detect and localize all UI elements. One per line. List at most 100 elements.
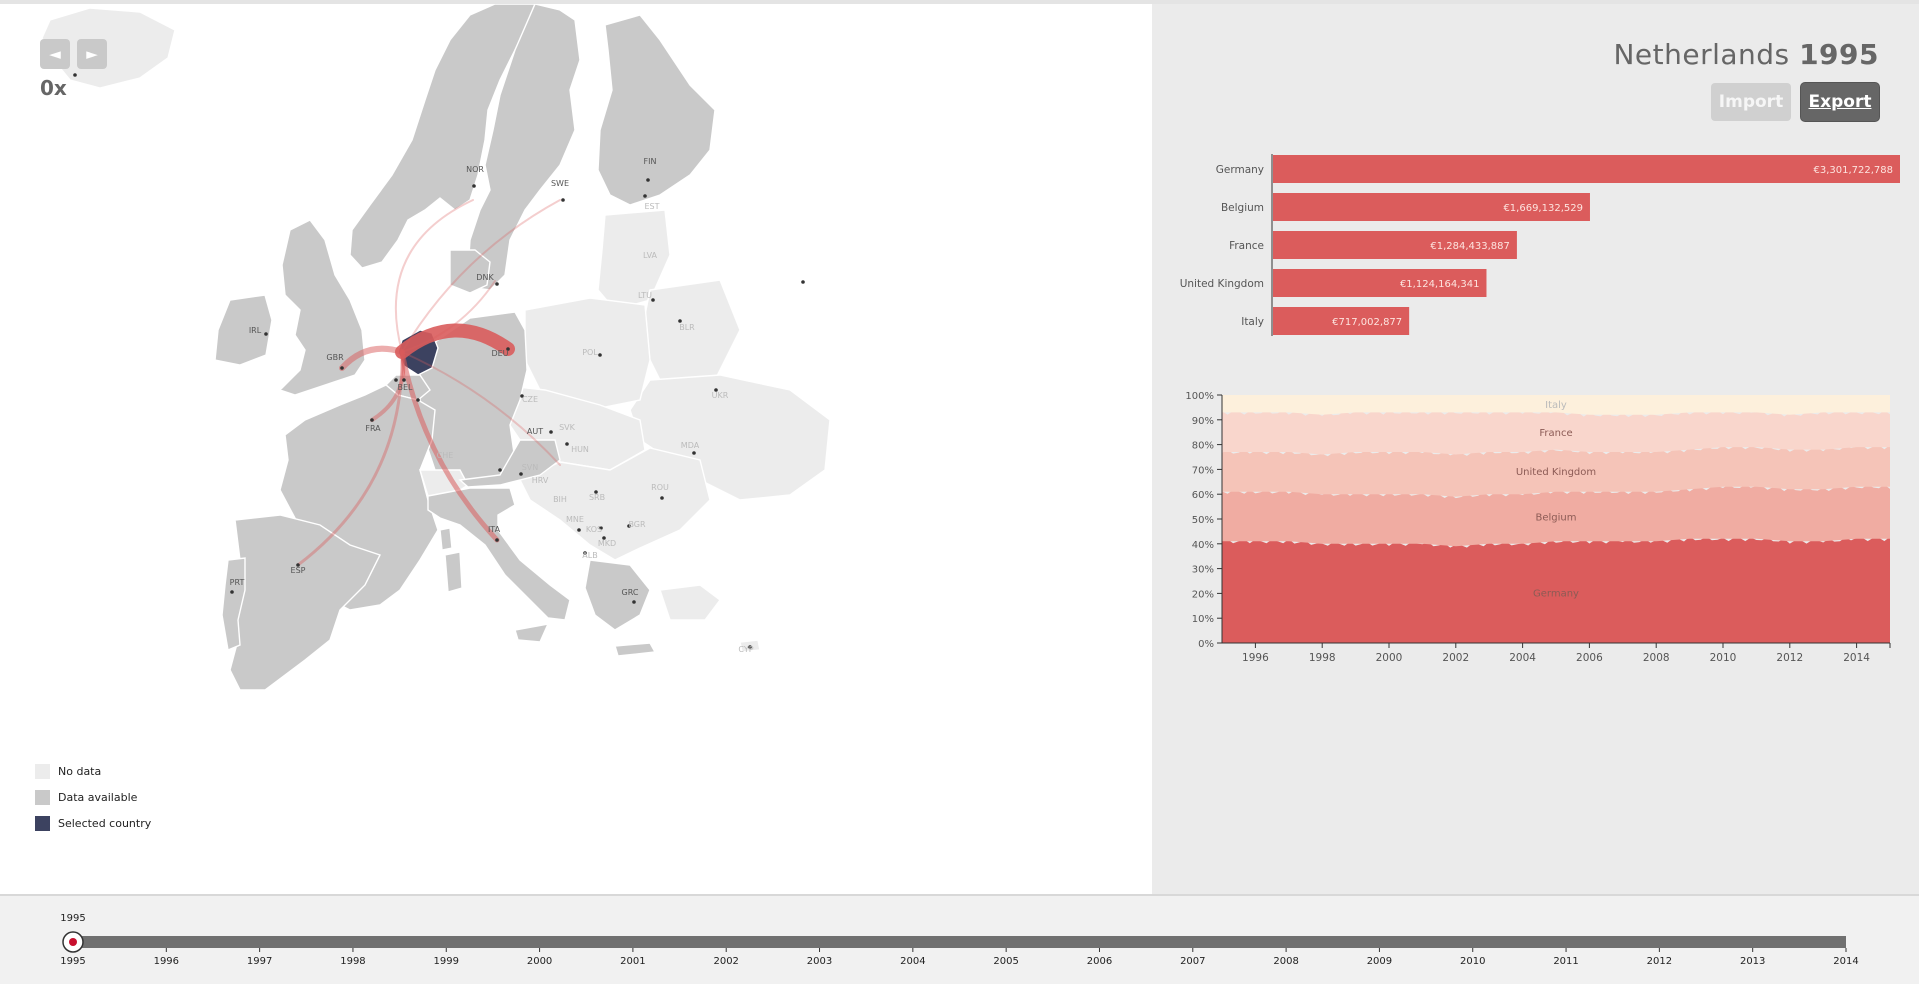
capital-dot-35 — [394, 378, 398, 382]
country-label: FRA — [365, 424, 381, 433]
flow-line-5 — [394, 199, 474, 353]
capital-dot-14 — [416, 398, 420, 402]
capital-dot-11 — [296, 563, 300, 567]
x-tick-label: 2012 — [1776, 652, 1803, 664]
timeline-year-label[interactable]: 2012 — [1647, 956, 1672, 967]
bar-category-label: United Kingdom — [1180, 278, 1264, 290]
bar-germany[interactable] — [1273, 155, 1900, 183]
country-label: CYP — [738, 645, 753, 654]
title-country: Netherlands — [1613, 38, 1790, 71]
country-labels: NOR SWE FIN DNK GBR IRL DEU BEL FRA AUT ITA ESP PRT G… — [73, 73, 805, 654]
x-tick-label: 2000 — [1376, 652, 1403, 664]
legend-label: No data — [58, 765, 102, 778]
bar-category-label: Italy — [1241, 316, 1264, 328]
timeline-year-label[interactable]: 2000 — [527, 956, 552, 967]
country-italy[interactable] — [427, 487, 571, 621]
timeline-handle-dot — [69, 938, 77, 946]
capital-dot-33 — [801, 280, 805, 284]
timeline-year-label[interactable]: 2010 — [1460, 956, 1485, 967]
country-finland[interactable] — [597, 14, 716, 206]
timeline-year-label[interactable]: 1998 — [340, 956, 365, 967]
country-ireland[interactable] — [214, 294, 273, 366]
y-tick-label: 0% — [1198, 639, 1214, 650]
country-label: POL — [582, 348, 598, 357]
timeline-year-label[interactable]: 1996 — [154, 956, 179, 967]
next-year-button[interactable]: ► — [77, 39, 107, 69]
timeline-year-label[interactable]: 2011 — [1553, 956, 1578, 967]
country-label: MKD — [598, 539, 616, 548]
y-tick-label: 80% — [1192, 441, 1214, 452]
bar-category-label: Belgium — [1221, 202, 1264, 214]
timeline-current-year: 1995 — [60, 913, 85, 924]
bar-value-label: €717,002,877 — [1332, 317, 1402, 328]
country-portugal[interactable] — [221, 557, 246, 651]
capital-dot-2 — [646, 178, 650, 182]
country-poland[interactable] — [524, 297, 651, 411]
bar-italy[interactable] — [1273, 307, 1410, 335]
area-series-france[interactable] — [1222, 410, 1890, 455]
country-austria[interactable] — [458, 439, 561, 488]
timeline-year-label[interactable]: 2008 — [1273, 956, 1298, 967]
import-button[interactable]: Import — [1711, 83, 1791, 121]
country-sardinia[interactable] — [444, 551, 463, 593]
bar-belgium[interactable] — [1273, 193, 1590, 221]
area-series-belgium[interactable] — [1222, 484, 1890, 547]
flow-line-4 — [296, 350, 404, 567]
prev-year-button[interactable]: ◄ — [40, 39, 70, 69]
export-button[interactable]: Export — [1801, 83, 1879, 121]
country-label: BGR — [628, 520, 646, 529]
area-series-united-kingdom[interactable] — [1222, 445, 1890, 497]
country-denmark[interactable] — [449, 249, 491, 294]
capital-dot-31 — [598, 353, 602, 357]
timeline-year-label[interactable]: 2002 — [713, 956, 738, 967]
legend-label: Selected country — [58, 817, 152, 830]
year-slider[interactable]: 1995 1996 1997 1998 1999 2000 2001 2002 2003 2004… — [0, 896, 1919, 984]
country-label: DEU — [491, 349, 508, 358]
bar-category-label: Germany — [1216, 164, 1264, 176]
country-norway[interactable] — [349, 4, 536, 269]
country-label: CZE — [522, 395, 538, 404]
europe-map[interactable]: NOR SWE FIN DNK GBR IRL DEU BEL FRA AUT ITA ESP PRT G… — [0, 4, 1152, 894]
capital-dot-6 — [506, 347, 510, 351]
country-label: BLR — [679, 323, 695, 332]
timeline-year-label[interactable]: 1997 — [247, 956, 272, 967]
bar-united-kingdom[interactable] — [1273, 269, 1487, 297]
capital-dot-5 — [264, 332, 268, 336]
timeline-year-label[interactable]: 1999 — [434, 956, 459, 967]
country-label: MDA — [681, 441, 700, 450]
timeline-year-label[interactable]: 2013 — [1740, 956, 1765, 967]
country-label: SWE — [551, 179, 569, 188]
timeline-year-label[interactable]: 2005 — [993, 956, 1018, 967]
x-tick-label: 2008 — [1643, 652, 1670, 664]
timeline-year-label[interactable]: 2007 — [1180, 956, 1205, 967]
legend-label: Data available — [58, 791, 138, 804]
capital-dot-30 — [643, 194, 647, 198]
bar-france[interactable] — [1273, 231, 1517, 259]
timeline-year-label[interactable]: 2009 — [1367, 956, 1392, 967]
flow-line-3 — [399, 349, 500, 543]
area-series-germany[interactable] — [1222, 536, 1890, 643]
country-crete[interactable] — [614, 642, 657, 657]
y-tick-label: 40% — [1192, 540, 1214, 551]
country-label: NOR — [466, 165, 484, 174]
timeline-track[interactable] — [73, 936, 1846, 948]
capital-dot-8 — [370, 418, 374, 422]
country-turkey[interactable] — [659, 584, 721, 621]
country-greece[interactable] — [584, 559, 651, 631]
bar-value-label: €1,284,433,887 — [1430, 241, 1510, 252]
country-sicily[interactable] — [514, 623, 550, 643]
timeline-year-label[interactable]: 1995 — [60, 956, 85, 967]
country-balkans[interactable] — [519, 447, 711, 561]
country-corsica[interactable] — [439, 527, 453, 551]
timeline-year-label[interactable]: 2014 — [1833, 956, 1858, 967]
x-tick-label: 2014 — [1843, 652, 1870, 664]
capital-dot-22 — [602, 536, 606, 540]
timeline-year-label[interactable]: 2001 — [620, 956, 645, 967]
timeline-year-label[interactable]: 2003 — [807, 956, 832, 967]
area-series-italy[interactable] — [1222, 395, 1890, 415]
country-gb[interactable] — [278, 219, 366, 396]
timeline-year-label[interactable]: 2006 — [1087, 956, 1112, 967]
legend-swatch — [35, 790, 50, 805]
map-panel: NOR SWE FIN DNK GBR IRL DEU BEL FRA AUT ITA ESP PRT G… — [0, 0, 1152, 894]
timeline-year-label[interactable]: 2004 — [900, 956, 925, 967]
